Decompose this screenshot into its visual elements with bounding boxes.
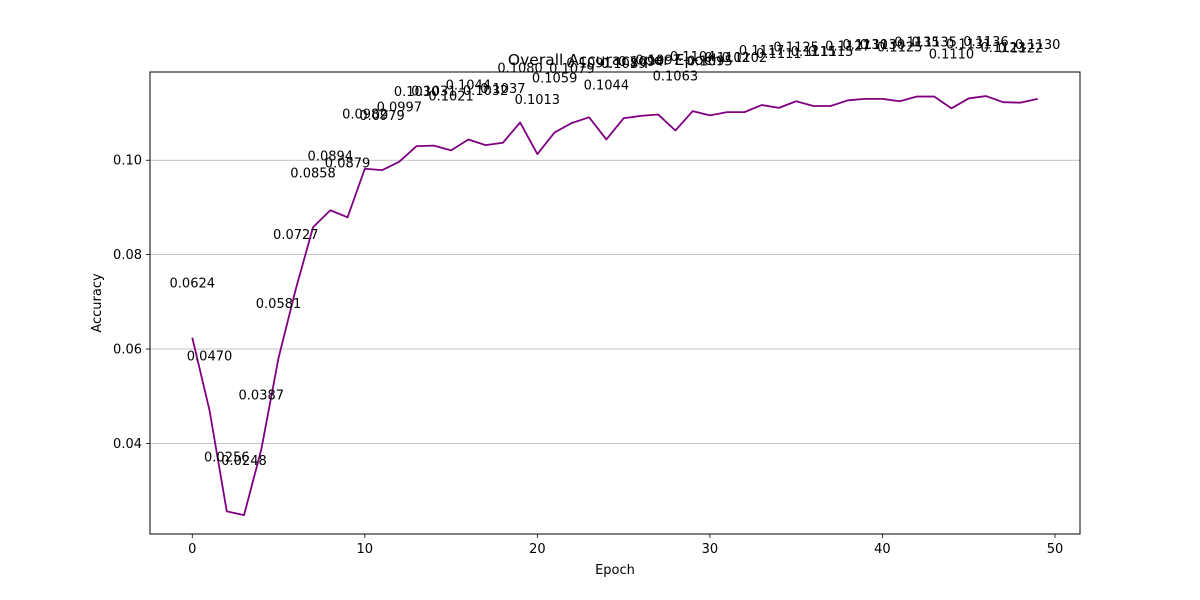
data-label: 0.1110 bbox=[929, 47, 975, 62]
data-label: 0.1115 bbox=[808, 45, 854, 60]
x-tick-label: 30 bbox=[702, 542, 719, 557]
data-label: 0.1130 bbox=[860, 38, 906, 53]
y-tick-label: 0.06 bbox=[113, 343, 142, 358]
data-label: 0.1079 bbox=[549, 62, 595, 77]
data-label: 0.1111 bbox=[756, 47, 802, 62]
axis-ticks: 0.04 0.06 0.08 0.10 0 10 20 30 40 50 bbox=[113, 154, 1063, 557]
y-tick-label: 0.04 bbox=[113, 437, 142, 452]
data-label: 0.1063 bbox=[653, 70, 699, 85]
data-label: 0.1135 bbox=[911, 36, 957, 51]
data-label: 0.1030 bbox=[394, 85, 440, 100]
data-label: 0.1095 bbox=[687, 54, 733, 69]
data-label: 0.1032 bbox=[463, 84, 509, 99]
data-label: 0.1130 bbox=[842, 38, 888, 53]
x-tick-label: 0 bbox=[188, 542, 196, 557]
data-label: 0.1037 bbox=[480, 82, 526, 97]
x-axis-label: Epoch bbox=[595, 563, 635, 578]
data-label: 0.1089 bbox=[601, 57, 647, 72]
data-label: 0.1013 bbox=[515, 93, 561, 108]
data-label: 0.1091 bbox=[566, 56, 612, 71]
data-label: 0.0979 bbox=[359, 109, 405, 124]
x-tick-label: 50 bbox=[1047, 542, 1064, 557]
data-label: 0.0470 bbox=[187, 349, 233, 364]
data-label: 0.0256 bbox=[204, 450, 250, 465]
data-label: 0.0387 bbox=[239, 389, 285, 404]
y-axis-label: Accuracy bbox=[90, 273, 105, 333]
chart-title: Overall Accuracy per Epoch bbox=[508, 51, 722, 69]
data-label: 0.1125 bbox=[773, 40, 819, 55]
data-label: 0.1130 bbox=[1015, 38, 1061, 53]
data-label: 0.1131 bbox=[946, 37, 992, 52]
data-label: 0.0248 bbox=[221, 454, 267, 469]
data-label: 0.1135 bbox=[894, 36, 940, 51]
data-label: 0.1097 bbox=[635, 53, 681, 68]
data-label: 0.0624 bbox=[170, 277, 216, 292]
data-label: 0.0581 bbox=[256, 297, 302, 312]
data-label: 0.1021 bbox=[428, 89, 474, 104]
series-layer bbox=[191, 95, 1038, 517]
data-label: 0.1122 bbox=[998, 42, 1044, 57]
x-tick-label: 20 bbox=[529, 542, 546, 557]
data-label: 0.1031 bbox=[411, 85, 457, 100]
data-label: 0.1136 bbox=[963, 35, 1009, 50]
y-tick-label: 0.10 bbox=[113, 154, 142, 169]
data-label: 0.1094 bbox=[618, 55, 664, 70]
data-label: 0.1044 bbox=[446, 78, 492, 93]
data-label: 0.1080 bbox=[497, 61, 543, 76]
series-line bbox=[191, 95, 1038, 517]
data-label: 0.0997 bbox=[377, 101, 423, 116]
data-label: 0.1059 bbox=[532, 71, 578, 86]
plot-frame bbox=[149, 71, 1081, 535]
data-label: 0.1117 bbox=[739, 44, 785, 59]
data-label: 0.1044 bbox=[584, 78, 630, 93]
data-label: 0.1102 bbox=[704, 51, 750, 66]
data-label: 0.0879 bbox=[325, 156, 371, 171]
data-label: 0.1115 bbox=[791, 45, 837, 60]
x-tick-label: 40 bbox=[874, 542, 891, 557]
data-label: 0.1102 bbox=[722, 51, 768, 66]
data-label: 0.0982 bbox=[342, 108, 388, 123]
data-label: 0.0858 bbox=[290, 166, 336, 181]
y-tick-label: 0.08 bbox=[113, 248, 142, 263]
data-label: 0.1127 bbox=[825, 39, 871, 54]
data-label: 0.1104 bbox=[670, 50, 716, 65]
data-label: 0.0727 bbox=[273, 228, 319, 243]
data-label: 0.1125 bbox=[877, 40, 923, 55]
data-label: 0.1123 bbox=[980, 41, 1026, 56]
data-label: 0.0894 bbox=[308, 149, 354, 164]
x-tick-label: 10 bbox=[357, 542, 374, 557]
